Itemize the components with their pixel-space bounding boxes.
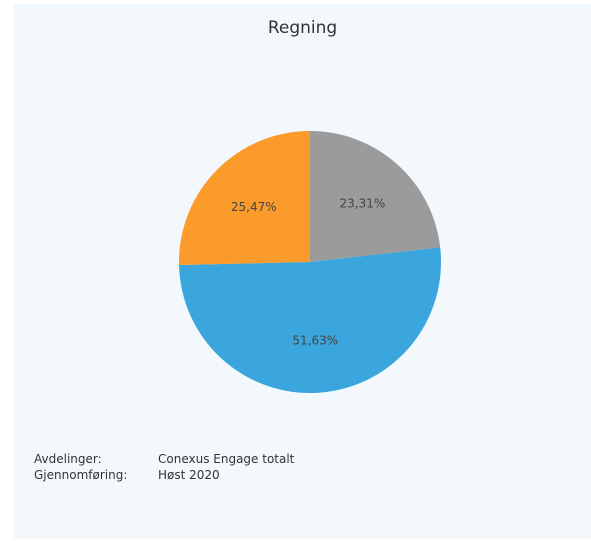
meta-row-gjennomforing: Gjennomføring: Høst 2020 — [34, 467, 294, 483]
pie-slice-0 — [310, 131, 441, 262]
gjennomforing-label: Gjennomføring: — [34, 468, 128, 482]
avdelinger-value: Conexus Engage totalt — [158, 452, 295, 466]
pie-chart: 23,31% 51,63% 25,47% — [179, 131, 441, 393]
chart-title: Regning — [267, 18, 338, 38]
pie-labels: 23,31% 51,63% 25,47% — [231, 196, 385, 347]
pie-slice-label-2: 25,47% — [231, 200, 277, 214]
pie-slice-label-0: 23,31% — [339, 196, 385, 210]
chart-meta: Avdelinger: Conexus Engage totalt Gjenno… — [34, 451, 294, 483]
pie-slice-2 — [179, 131, 310, 266]
pie-slice-label-1: 51,63% — [292, 333, 338, 347]
avdelinger-label: Avdelinger: — [34, 452, 102, 466]
meta-row-avdelinger: Avdelinger: Conexus Engage totalt — [34, 451, 294, 467]
chart-panel: Regning 23,31% 51,63% 25,47% Avdelinger: C… — [14, 4, 591, 539]
pie-slices — [179, 131, 441, 393]
gjennomforing-value: Høst 2020 — [158, 468, 220, 482]
pie-slice-1 — [179, 247, 441, 393]
